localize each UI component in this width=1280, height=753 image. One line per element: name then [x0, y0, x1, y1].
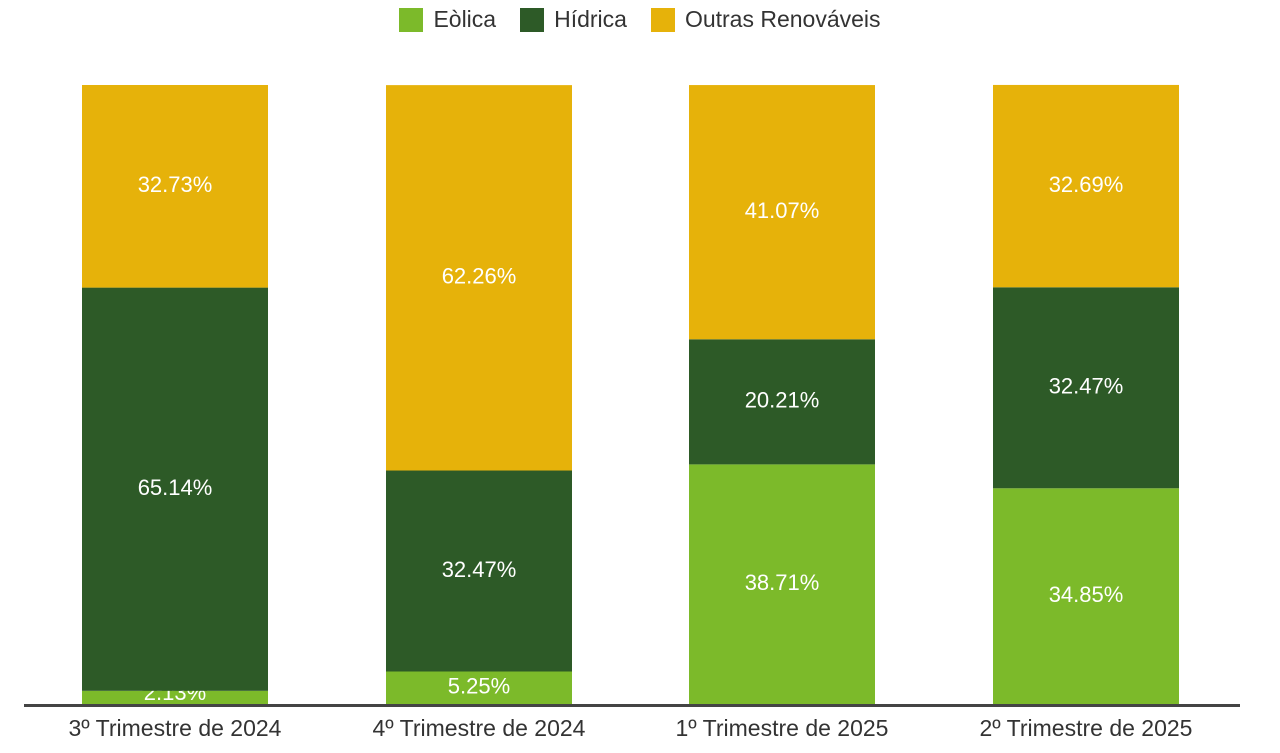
bar-segment-outras-renovaveis-1[interactable]: [82, 85, 268, 288]
legend-item-outras-renovaveis[interactable]: Outras Renováveis: [650, 6, 881, 33]
legend-label-hidrica: Hídrica: [554, 6, 627, 32]
legend-swatch-eolica: [399, 7, 424, 32]
legend-label-eolica: Eòlica: [433, 6, 497, 32]
bar-segment-hidrica-4[interactable]: [993, 287, 1179, 489]
data-label-hidrica-1: 65.14%: [138, 475, 213, 500]
bar-segment-hidrica-1[interactable]: [82, 287, 268, 691]
x-tick-label-1: 3º Trimestre de 2024: [69, 715, 282, 741]
bar-segment-outras-renovaveis-4[interactable]: [993, 84, 1179, 288]
bar-segment-eolica-1[interactable]: [82, 690, 268, 704]
x-tick-label-2: 4º Trimestre de 2024: [373, 715, 586, 741]
bar-segment-outras-renovaveis-3[interactable]: [689, 85, 875, 340]
data-label-eolica-3: 38.71%: [745, 570, 820, 595]
bar-segment-hidrica-3[interactable]: [689, 339, 875, 465]
data-label-eolica-2: 5.25%: [448, 674, 510, 699]
bar-segment-hidrica-2[interactable]: [386, 470, 572, 672]
bar-segment-eolica-3[interactable]: [689, 464, 875, 704]
data-label-outras-renovaveis-3: 41.07%: [745, 198, 820, 223]
data-label-outras-renovaveis-2: 62.26%: [442, 264, 517, 289]
data-label-hidrica-3: 20.21%: [745, 388, 820, 413]
legend-swatch-hidrica: [520, 7, 545, 32]
x-tick-label-3: 1º Trimestre de 2025: [676, 715, 889, 741]
legend-label-outras-renovaveis: Outras Renováveis: [684, 6, 881, 32]
legend-item-eolica[interactable]: Eòlica: [399, 6, 496, 33]
data-label-hidrica-2: 32.47%: [442, 557, 517, 582]
x-tick-label-4: 2º Trimestre de 2025: [980, 715, 1193, 741]
data-label-eolica-4: 34.85%: [1049, 582, 1124, 607]
data-label-hidrica-4: 32.47%: [1049, 374, 1124, 399]
bar-segment-outras-renovaveis-2[interactable]: [386, 85, 572, 471]
chart-legend: Eòlica Hídrica Outras Renováveis: [0, 6, 1280, 33]
legend-item-hidrica[interactable]: Hídrica: [520, 6, 627, 33]
legend-swatch-outras-renovaveis: [650, 7, 675, 32]
bar-segment-eolica-2[interactable]: [386, 671, 572, 704]
data-label-outras-renovaveis-4: 32.69%: [1049, 172, 1124, 197]
bar-segment-eolica-4[interactable]: [993, 488, 1179, 704]
data-label-outras-renovaveis-1: 32.73%: [138, 172, 213, 197]
